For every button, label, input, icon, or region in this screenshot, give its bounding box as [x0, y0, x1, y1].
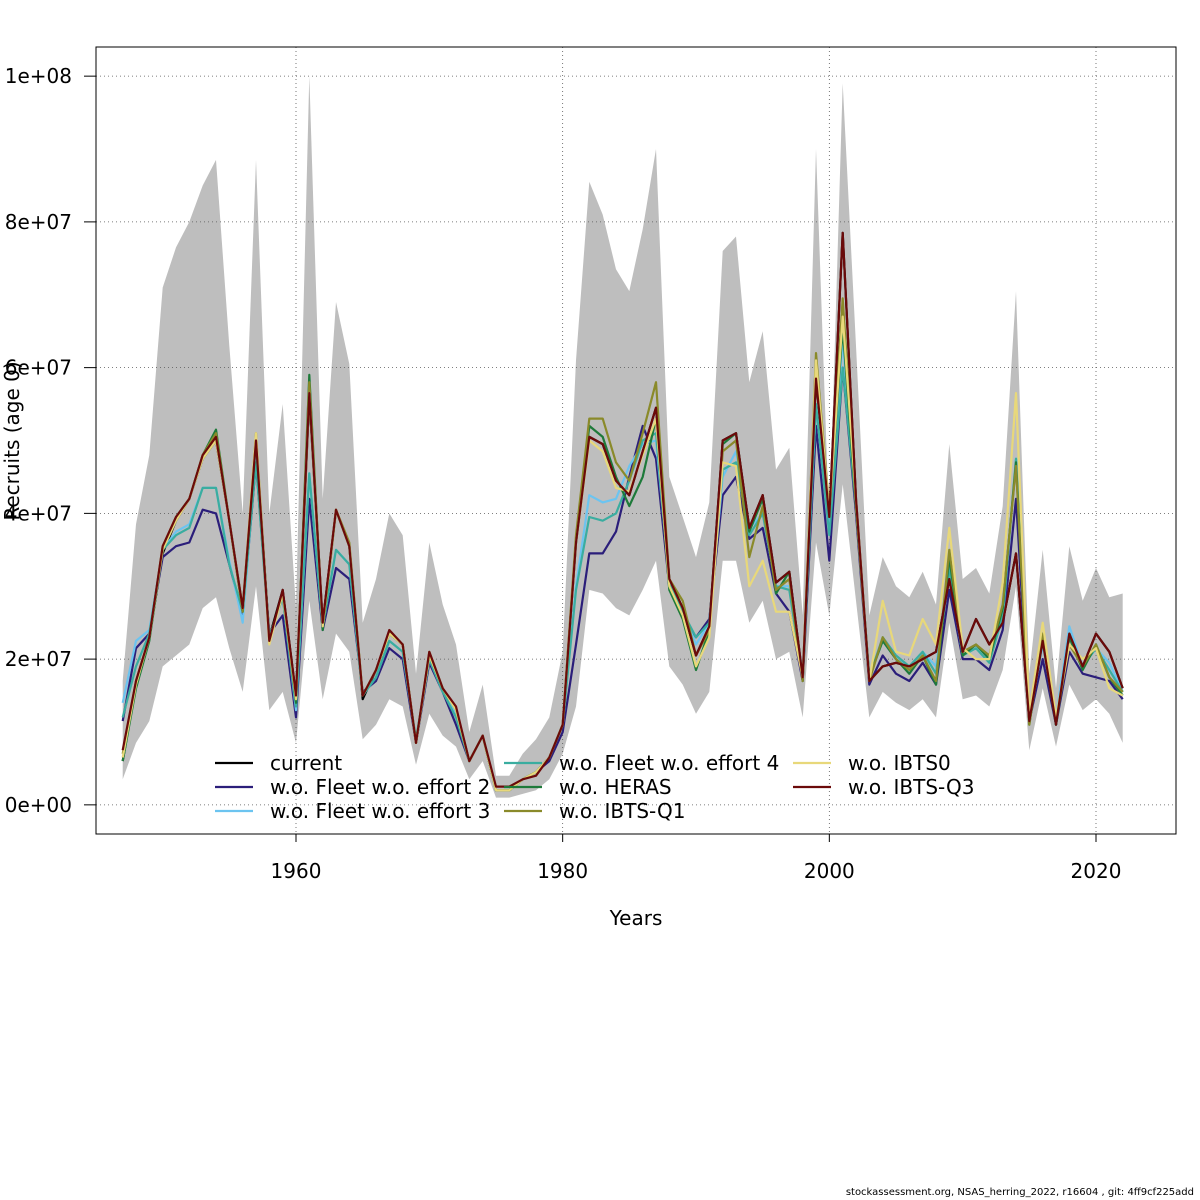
legend-label: current: [270, 751, 342, 775]
legend-label: w.o. IBTS0: [848, 751, 951, 775]
legend-label: w.o. HERAS: [559, 775, 672, 799]
legend-label: w.o. IBTS-Q1: [559, 799, 685, 823]
x-axis-label: Years: [609, 906, 663, 930]
y-tick-label: 1e+08: [5, 64, 72, 88]
footer-credit: stockassessment.org, NSAS_herring_2022, …: [845, 1187, 1194, 1198]
x-axis: 1960 1980 2000 2020: [271, 834, 1122, 883]
y-tick-label: 4e+07: [5, 501, 72, 525]
grid: [96, 47, 1176, 834]
series-line-1: [121, 366, 1124, 792]
series-line-7: [121, 231, 1124, 788]
y-tick-label: 8e+07: [5, 210, 72, 234]
legend-label: w.o. Fleet w.o. effort 2: [270, 775, 490, 799]
confidence-band: [122, 76, 1123, 798]
x-tick-label: 2020: [1071, 859, 1122, 883]
legend-label: w.o. Fleet w.o. effort 4: [559, 751, 779, 775]
confidence-band-area: [122, 76, 1123, 798]
y-tick-label: 2e+07: [5, 647, 72, 671]
plot-frame: [95, 46, 1177, 835]
x-tick-label: 1980: [537, 859, 588, 883]
legend-label: w.o. Fleet w.o. effort 3: [270, 799, 490, 823]
x-tick-label: 1960: [271, 859, 322, 883]
y-tick-label: 0e+00: [5, 793, 72, 817]
y-axis: 0e+00 2e+07 4e+07 6e+07 8e+07 1e+08: [5, 64, 96, 817]
series-lines: [121, 231, 1124, 792]
y-axis-label: Recruits (age 0): [0, 361, 24, 520]
legend-label: w.o. IBTS-Q3: [848, 775, 974, 799]
y-tick-label: 6e+07: [5, 356, 72, 380]
x-tick-label: 2000: [804, 859, 855, 883]
